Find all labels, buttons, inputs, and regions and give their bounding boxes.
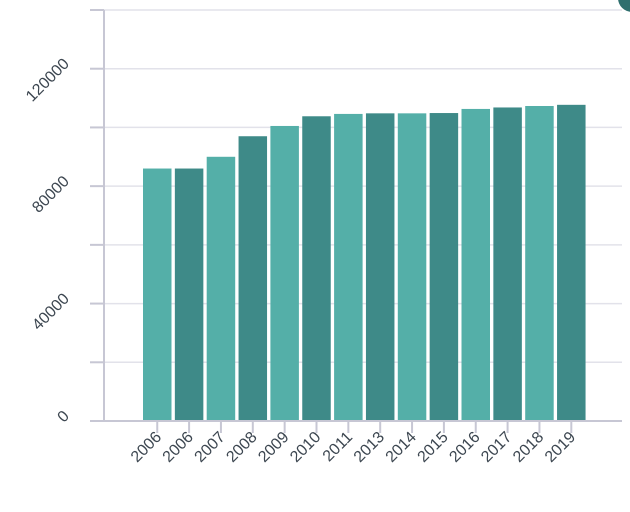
x-tick-label-2008-3: 2008 [223,429,260,466]
y-tick-label-120000: 120000 [23,55,73,105]
bar-2017-11 [493,107,522,422]
x-tick-label-2010-5: 2010 [287,429,324,466]
x-tick-label-2019-13: 2019 [542,429,579,466]
bar-2010-5 [302,116,331,421]
bars [143,104,586,422]
x-tick-label-2007-2: 2007 [192,429,229,466]
x-tick-label-2006-1: 2006 [160,429,197,466]
x-tick-label-2006-0: 2006 [128,429,165,466]
bar-2014-8 [397,113,427,421]
x-tick-label-2017-11: 2017 [478,429,515,466]
bar-2007-2 [206,156,236,422]
bar-2009-4 [270,125,299,421]
axes [90,9,622,433]
x-tick-label-2015-9: 2015 [415,429,452,466]
x-tick-label-2009-4: 2009 [255,429,292,466]
y-tick-label-0: 0 [55,408,73,426]
bar-2013-7 [365,113,395,421]
x-axis-tick-labels: 2006200620072008200920102011201320142015… [128,429,579,466]
x-tick-label-2018-12: 2018 [510,429,547,466]
x-tick-label-2014-8: 2014 [383,429,420,466]
bar-2019-13 [557,104,586,421]
bar-2006-1 [174,168,204,421]
x-tick-label-2016-10: 2016 [446,429,483,466]
y-tick-label-40000: 40000 [29,290,73,334]
y-tick-label-80000: 80000 [29,173,73,217]
bar-2008-3 [238,136,268,421]
x-tick-label-2013-7: 2013 [351,429,388,466]
bar-2015-9 [429,113,459,421]
y-axis-tick-labels: 0 40000 80000 120000 [23,55,73,426]
bar-2016-10 [461,108,490,422]
bar-2006-0 [143,168,172,421]
bar-2011-6 [334,113,363,421]
x-tick-label-2011-6: 2011 [320,429,356,465]
bar-2018-12 [525,105,554,421]
